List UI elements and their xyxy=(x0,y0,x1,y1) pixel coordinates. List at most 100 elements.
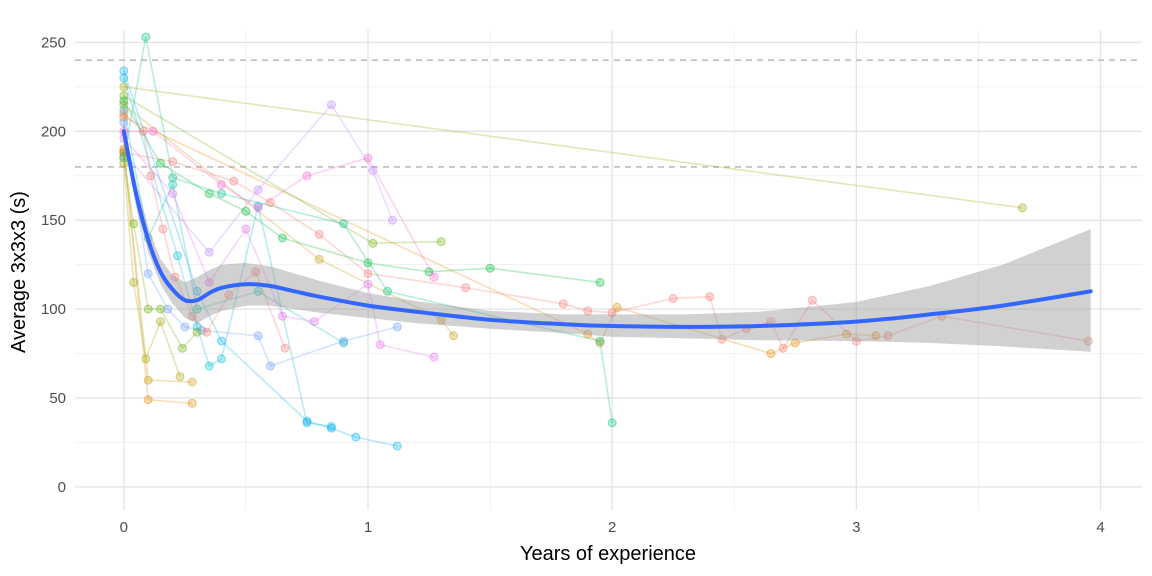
data-point xyxy=(253,286,263,296)
data-point xyxy=(339,336,349,346)
data-point xyxy=(217,336,226,346)
data-point xyxy=(138,126,148,136)
data-point xyxy=(187,311,197,321)
data-point xyxy=(253,201,263,211)
series-line xyxy=(123,104,455,337)
data-point xyxy=(241,224,251,234)
data-point xyxy=(119,105,129,115)
data-point xyxy=(204,277,214,287)
data-point xyxy=(170,272,180,282)
data-point xyxy=(278,311,287,321)
data-point xyxy=(251,267,261,277)
data-point xyxy=(129,277,139,287)
data-point xyxy=(119,109,129,119)
data-point xyxy=(202,327,212,337)
data-point xyxy=(180,322,190,332)
data-point xyxy=(119,112,129,122)
data-point xyxy=(363,153,373,163)
x-tick-label: 0 xyxy=(120,519,128,536)
x-tick-label: 2 xyxy=(608,519,616,536)
series-line xyxy=(123,116,876,355)
data-point xyxy=(429,352,439,362)
confidence-ribbon xyxy=(123,122,1091,352)
data-point xyxy=(204,247,214,257)
series-line xyxy=(123,77,332,428)
data-point xyxy=(392,322,402,332)
data-point xyxy=(326,423,336,433)
data-point xyxy=(143,395,153,405)
data-point xyxy=(156,317,165,327)
series-line xyxy=(123,36,613,424)
data-point xyxy=(141,354,151,364)
data-point xyxy=(363,279,373,289)
data-point xyxy=(485,263,495,273)
data-point xyxy=(265,197,275,207)
data-point xyxy=(253,185,263,195)
data-point xyxy=(143,269,153,279)
data-point xyxy=(583,306,593,316)
series-line xyxy=(123,151,1089,350)
data-point xyxy=(119,96,129,106)
data-point xyxy=(173,251,182,261)
data-point xyxy=(141,32,151,42)
data-point xyxy=(363,258,373,268)
data-point xyxy=(314,254,324,264)
data-point xyxy=(224,290,234,300)
data-point xyxy=(351,432,361,442)
data-point xyxy=(241,206,251,216)
data-point xyxy=(129,219,139,229)
series-line xyxy=(123,163,181,377)
y-tick-label: 0 xyxy=(58,479,66,496)
data-point xyxy=(302,171,312,181)
series-line xyxy=(123,130,435,278)
data-point xyxy=(156,304,165,314)
data-point xyxy=(309,317,319,327)
data-point xyxy=(705,292,715,302)
data-point xyxy=(302,416,312,426)
data-point xyxy=(229,176,239,186)
data-point xyxy=(326,100,336,110)
data-point xyxy=(429,272,439,282)
data-point xyxy=(253,331,263,341)
data-point xyxy=(668,293,678,303)
data-point xyxy=(168,180,178,190)
data-point xyxy=(383,286,392,296)
data-point xyxy=(842,329,852,339)
series-line xyxy=(123,109,345,344)
data-point xyxy=(807,295,817,305)
data-point xyxy=(883,331,893,341)
data-point xyxy=(187,377,197,387)
x-tick-labels: 0 1 2 3 4 xyxy=(120,519,1105,536)
data-point xyxy=(778,343,788,353)
data-point xyxy=(851,336,861,346)
series-line xyxy=(123,149,193,405)
data-point xyxy=(368,238,378,248)
data-point xyxy=(1017,203,1027,213)
x-tick-label: 4 xyxy=(1096,519,1104,536)
data-point xyxy=(217,189,226,199)
data-point xyxy=(265,361,275,371)
data-point xyxy=(119,73,129,83)
data-point xyxy=(595,277,605,287)
data-point xyxy=(192,304,202,314)
data-point xyxy=(156,158,165,168)
data-point xyxy=(1083,336,1093,346)
data-point xyxy=(339,338,349,348)
data-point xyxy=(392,441,402,451)
data-point xyxy=(119,91,129,101)
series-line xyxy=(123,95,442,245)
y-tick-label: 200 xyxy=(41,123,66,140)
series-line xyxy=(123,156,198,350)
x-axis-title: Years of experience xyxy=(520,543,696,565)
series-line xyxy=(123,103,394,254)
data-point xyxy=(314,229,324,239)
x-tick-label: 3 xyxy=(852,519,860,536)
data-point xyxy=(253,203,263,213)
data-point xyxy=(595,338,605,348)
data-point xyxy=(177,343,187,353)
y-tick-label: 150 xyxy=(41,212,66,229)
data-point xyxy=(387,215,397,225)
smooth-line xyxy=(121,129,1093,329)
data-point xyxy=(197,325,207,335)
data-point xyxy=(204,361,214,371)
